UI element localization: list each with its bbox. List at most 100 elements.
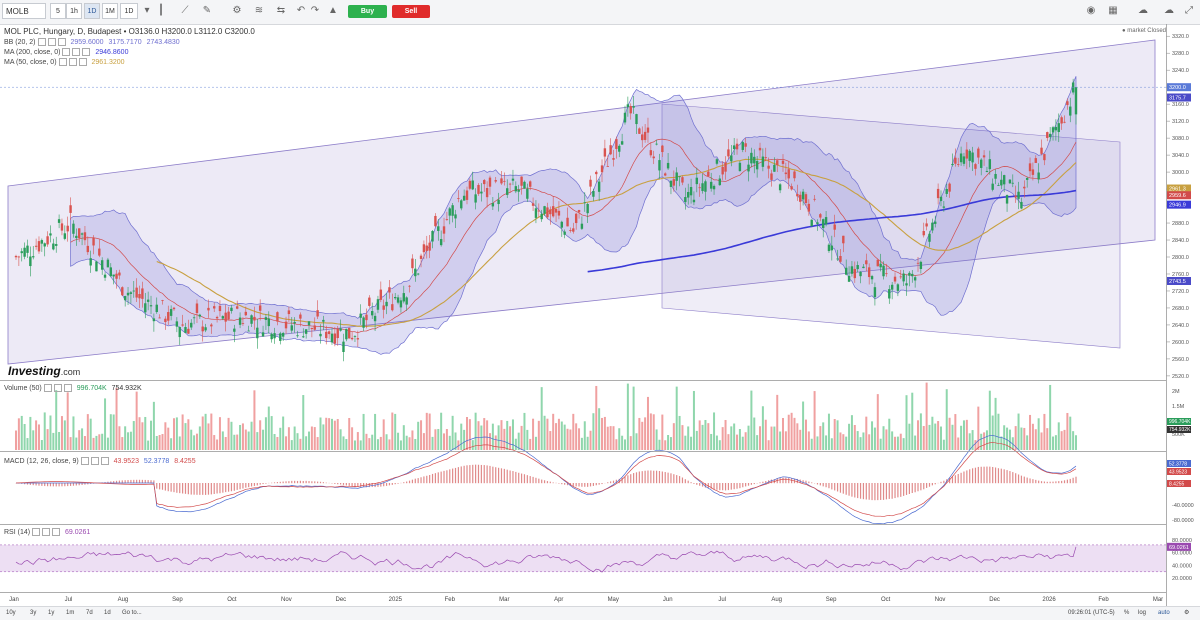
percent-toggle[interactable]: %: [1124, 607, 1129, 620]
time-axis-label: Feb: [1098, 597, 1109, 603]
macd-histogram-bar: [251, 483, 252, 486]
time-axis-label: Jul: [65, 597, 73, 603]
candle-body: [1003, 175, 1005, 184]
volume-bar: [176, 417, 178, 450]
rsi-legend[interactable]: RSI (14) 69.0261: [4, 528, 90, 537]
chart-canvas[interactable]: 3320.03280.03240.03200.03160.03120.03080…: [0, 24, 1200, 606]
candle-body: [586, 204, 588, 213]
macd-histogram-bar: [1061, 481, 1062, 483]
candle-body: [543, 206, 545, 214]
volume-bar: [147, 441, 149, 450]
template-icon[interactable]: ⇆: [272, 3, 290, 19]
sell-button[interactable]: Sell: [392, 5, 430, 18]
volume-bar: [897, 437, 899, 450]
gear-icon[interactable]: ⚙: [228, 3, 246, 19]
goto-link[interactable]: Go to...: [122, 607, 142, 620]
volume-bar: [184, 423, 186, 450]
settings-icon[interactable]: ⚙: [1184, 607, 1189, 620]
range-1d[interactable]: 1d: [104, 607, 111, 620]
interval-1m[interactable]: 1M: [102, 3, 118, 19]
macd-histogram-bar: [636, 472, 637, 483]
compare-icon[interactable]: ≋: [250, 3, 268, 19]
auto-toggle[interactable]: auto: [1158, 607, 1170, 620]
macd-histogram-bar: [389, 483, 390, 485]
volume-bar: [279, 428, 281, 450]
macd-histogram-bar: [897, 483, 898, 497]
candle-body: [115, 274, 117, 279]
log-toggle[interactable]: log: [1138, 607, 1146, 620]
macd-histogram-bar: [188, 483, 189, 494]
indicator-icon[interactable]: ⟋: [176, 3, 194, 19]
range-7d[interactable]: 7d: [86, 607, 93, 620]
macd-histogram-bar: [587, 483, 588, 487]
rsi-pane[interactable]: [0, 545, 1166, 572]
redo-icon[interactable]: ↷: [306, 3, 324, 19]
volume-bar: [906, 395, 908, 450]
volume-bar: [558, 419, 560, 450]
candle-body: [337, 329, 339, 339]
candle-body: [819, 214, 821, 217]
candle-body: [1069, 107, 1071, 116]
macd-histogram-bar: [257, 483, 258, 485]
macd-label: MACD (12, 26, close, 9): [4, 458, 79, 465]
macd-histogram-bar: [228, 483, 229, 492]
volume-bar: [839, 432, 841, 450]
macd-histogram-bar: [1006, 470, 1007, 483]
cloud-save-icon[interactable]: ☁: [1134, 3, 1152, 19]
interval-select[interactable]: 1D: [120, 3, 138, 19]
draw-icon[interactable]: ✎: [198, 3, 216, 19]
volume-bar: [914, 436, 916, 450]
range-3y[interactable]: 3y: [30, 607, 36, 620]
buy-button[interactable]: Buy: [348, 5, 387, 18]
candle-body: [698, 187, 700, 188]
macd-histogram-bar: [808, 482, 809, 484]
candles-icon[interactable]: ┃: [152, 3, 170, 19]
layout-icon[interactable]: ▦: [1104, 3, 1122, 19]
volume-bar: [638, 418, 640, 450]
candle-body: [497, 200, 499, 204]
candle-body: [561, 222, 563, 228]
macd-histogram-bar: [464, 466, 465, 483]
symbol-input[interactable]: MOLB: [2, 3, 46, 19]
interval-1d[interactable]: 1D: [84, 3, 100, 19]
macd-histogram-bar: [1004, 469, 1005, 483]
volume-bar: [561, 422, 563, 450]
price-pane[interactable]: [0, 40, 1166, 364]
range-1m[interactable]: 1m: [66, 607, 74, 620]
volume-pane[interactable]: [15, 383, 1077, 450]
candle-body: [538, 211, 540, 212]
interval-5[interactable]: 5: [50, 3, 66, 19]
candle-body: [687, 192, 689, 198]
macd-histogram-bar: [541, 480, 542, 484]
fullscreen-icon[interactable]: ⤢: [1180, 3, 1198, 19]
volume-bar: [1052, 437, 1054, 450]
macd-histogram-bar: [1001, 469, 1002, 484]
candle-body: [618, 146, 620, 152]
candle-body: [345, 329, 347, 339]
volume-bar: [819, 426, 821, 450]
volume-legend[interactable]: Volume (50) 996.704K 754.932K: [4, 384, 142, 393]
candle-body: [653, 157, 655, 159]
alert-icon[interactable]: ▲: [324, 3, 342, 19]
range-10y[interactable]: 10y: [6, 607, 16, 620]
camera-icon[interactable]: ◉: [1082, 3, 1100, 19]
macd-legend[interactable]: MACD (12, 26, close, 9) 43.9523 52.3778 …: [4, 457, 196, 466]
macd-histogram-bar: [745, 483, 746, 486]
macd-histogram-bar: [501, 468, 502, 483]
macd-histogram-bar: [983, 467, 984, 484]
volume-bar: [342, 436, 344, 450]
range-1y[interactable]: 1y: [48, 607, 54, 620]
cloud-load-icon[interactable]: ☁: [1160, 3, 1178, 19]
volume-bar: [822, 422, 824, 450]
candle-body: [684, 197, 686, 202]
interval-1h[interactable]: 1h: [66, 3, 82, 19]
candle-body: [589, 180, 591, 187]
candle-body: [64, 233, 66, 239]
volume-bar: [460, 424, 462, 450]
macd-histogram-bar: [1073, 478, 1074, 483]
volume-bar: [1061, 431, 1063, 450]
candle-body: [472, 180, 474, 189]
volume-bar: [704, 420, 706, 450]
volume-bar: [1038, 418, 1040, 450]
candle-body: [575, 214, 577, 223]
